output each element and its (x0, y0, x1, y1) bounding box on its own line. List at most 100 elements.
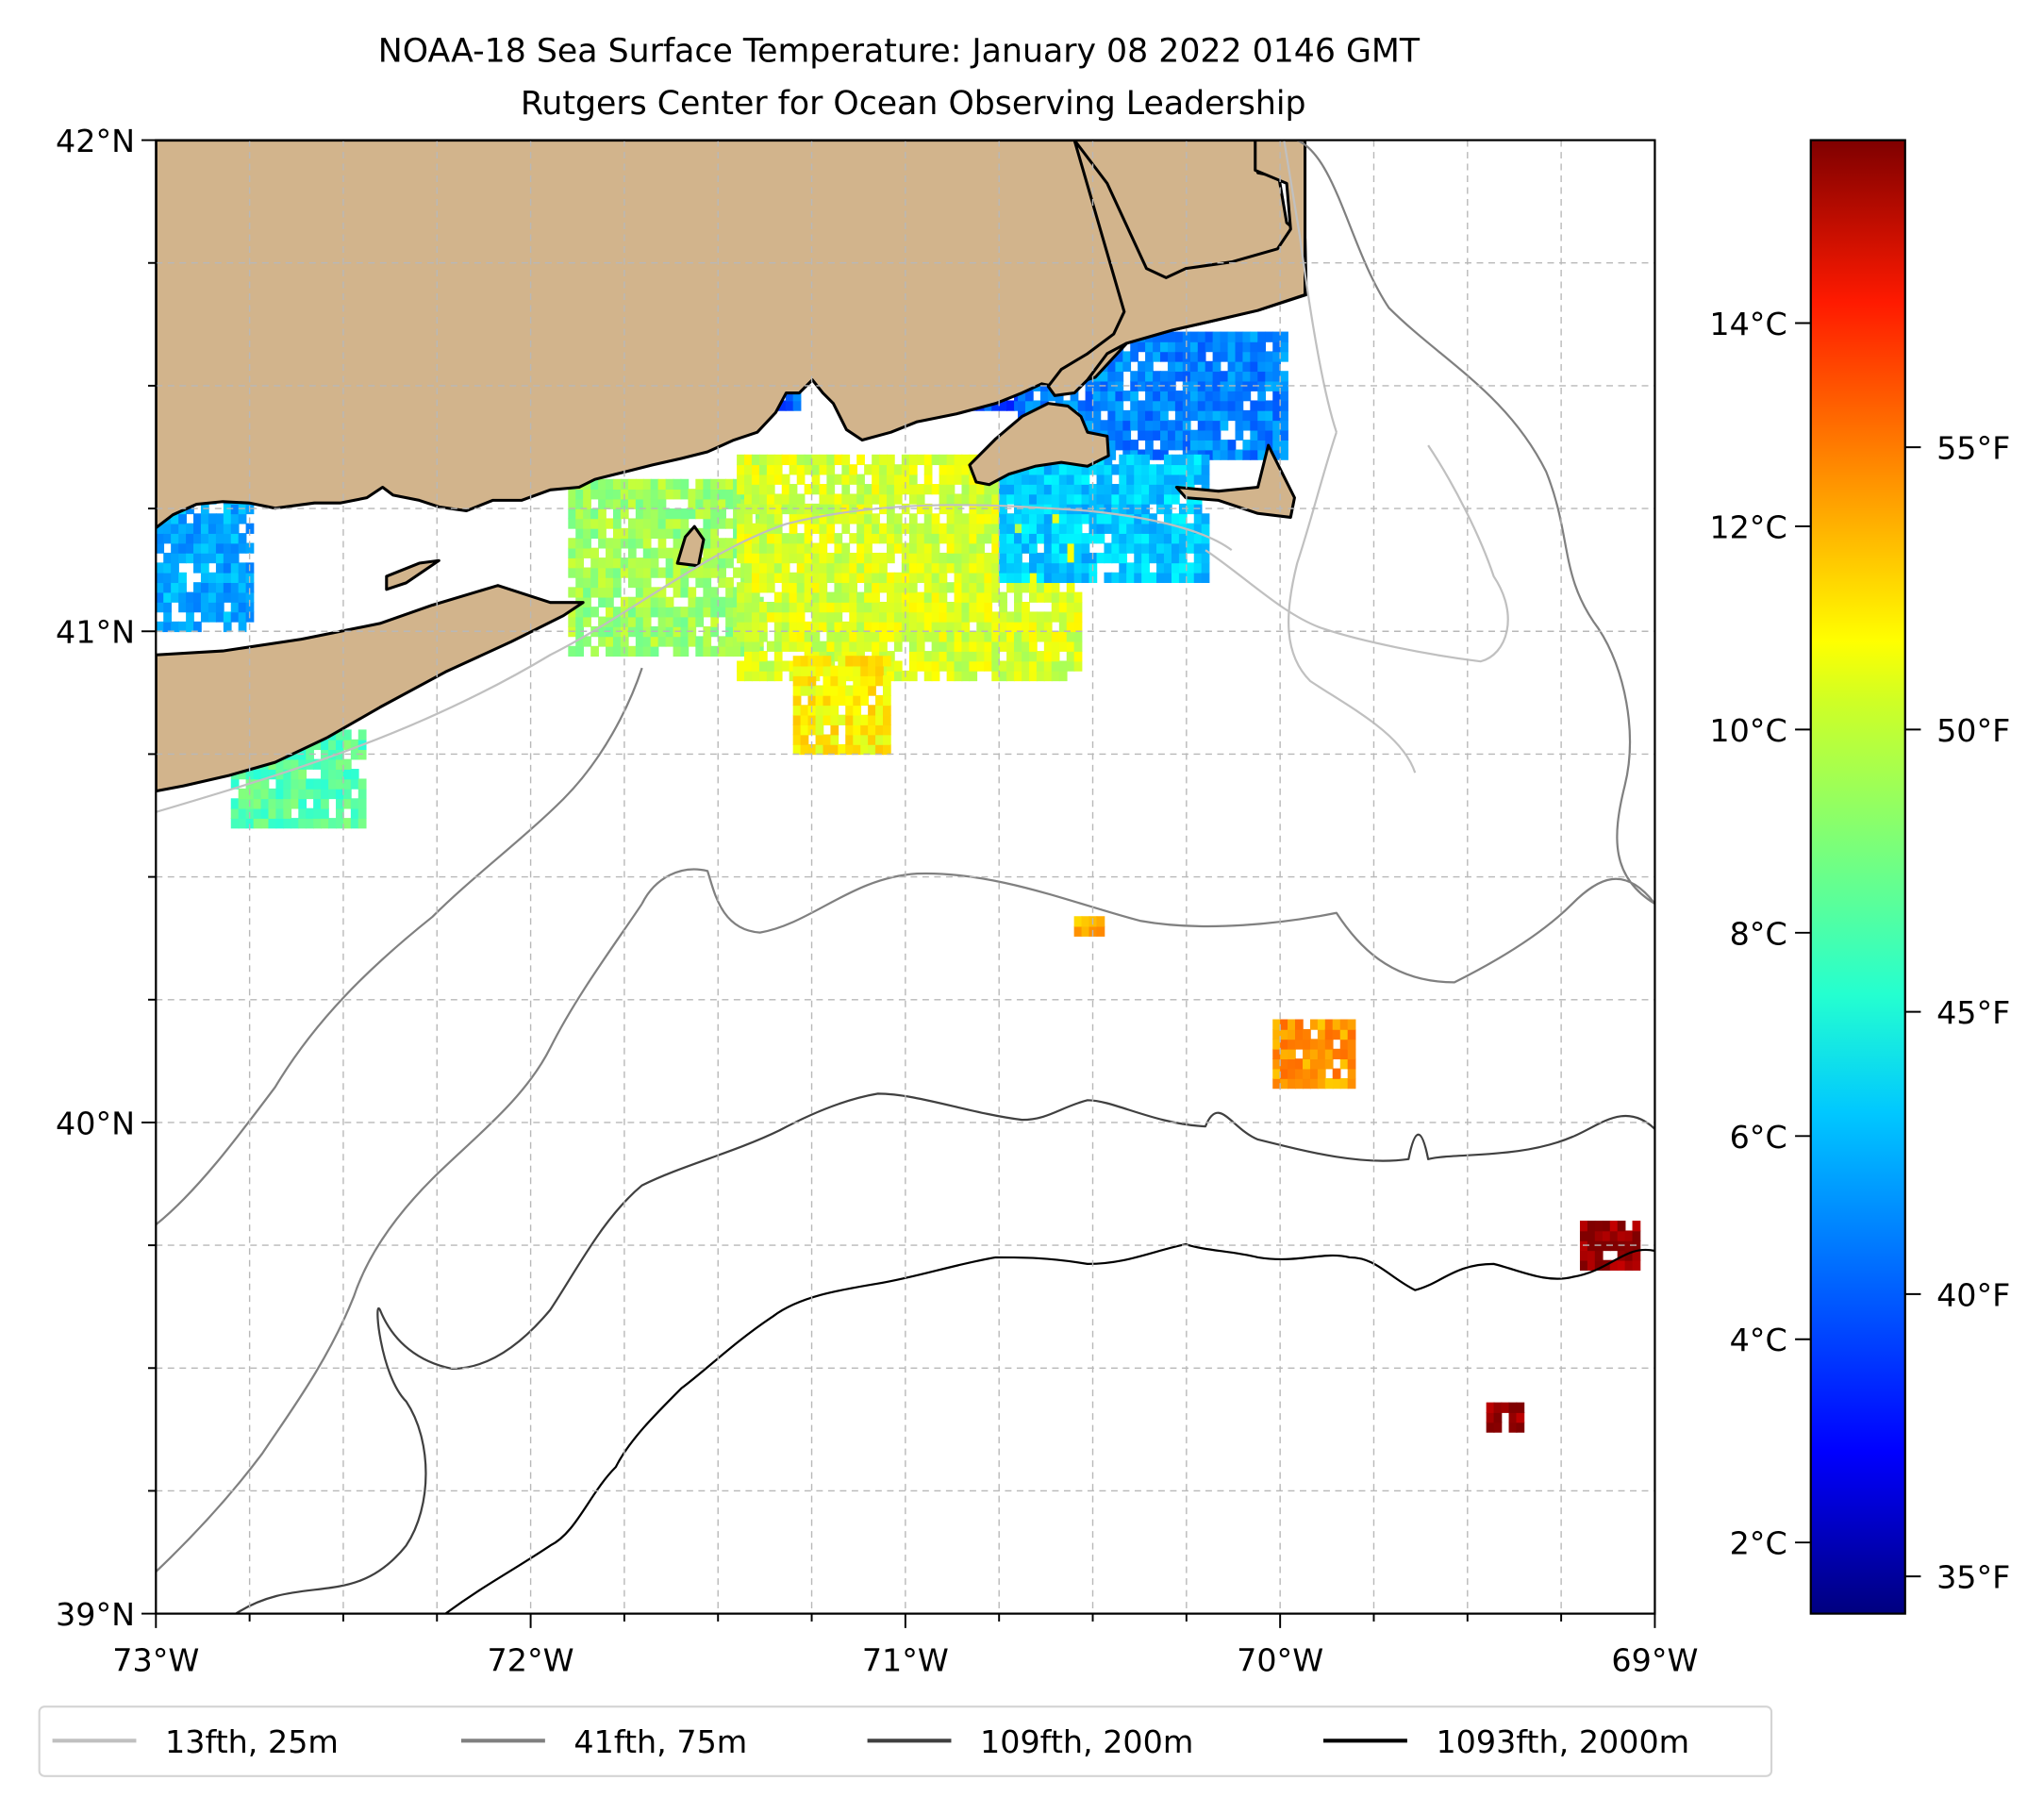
sst-pixel (245, 769, 255, 780)
sst-pixel (961, 641, 971, 652)
sst-pixel (350, 798, 359, 809)
sst-pixel (1092, 400, 1102, 411)
sst-pixel (796, 602, 806, 613)
sst-pixel (796, 454, 806, 466)
sst-pixel (328, 818, 337, 829)
sst-pixel (1134, 464, 1143, 475)
sst-pixel (864, 602, 872, 613)
sst-pixel (1134, 454, 1143, 466)
sst-pixel (1617, 1259, 1626, 1271)
sst-pixel (785, 400, 794, 411)
sst-pixel (1145, 440, 1154, 451)
sst-pixel (1066, 572, 1075, 584)
sst-pixel (789, 493, 798, 505)
sst-pixel (1115, 351, 1124, 362)
sst-pixel (620, 625, 629, 638)
sst-pixel (186, 621, 194, 633)
sst-pixel (744, 631, 753, 642)
sst-pixel (1029, 670, 1038, 682)
sst-pixel (796, 474, 806, 485)
sst-pixel (773, 542, 783, 554)
sst-pixel (872, 562, 880, 574)
sst-pixel (999, 474, 1007, 485)
sst-pixel (864, 562, 872, 574)
sst-pixel (336, 769, 344, 780)
sst-pixel (665, 557, 674, 569)
sst-pixel (635, 567, 644, 578)
sst-pixel (1212, 449, 1221, 460)
sst-pixel (238, 788, 247, 800)
sst-pixel (1186, 503, 1195, 515)
sst-pixel (1115, 429, 1124, 441)
sst-pixel (1134, 474, 1143, 485)
sst-pixel (887, 631, 895, 642)
sst-pixel (781, 582, 790, 593)
sst-pixel (908, 562, 918, 574)
sst-pixel (744, 651, 753, 662)
sst-pixel (811, 582, 821, 593)
sst-pixel (680, 518, 690, 529)
sst-pixel (758, 670, 768, 682)
sst-pixel (1029, 523, 1038, 534)
sst-pixel (1107, 391, 1117, 402)
sst-pixel (939, 641, 948, 652)
sst-pixel (1092, 380, 1102, 391)
sst-pixel (860, 665, 869, 676)
sst-pixel (856, 513, 865, 524)
sst-pixel (999, 542, 1007, 554)
sst-pixel (882, 656, 891, 667)
sst-pixel (758, 474, 768, 485)
sst-pixel (744, 542, 753, 554)
sst-pixel (1280, 371, 1288, 382)
sst-pixel (1220, 351, 1229, 362)
sst-pixel (961, 454, 971, 466)
sst-pixel (1324, 1078, 1334, 1090)
sst-pixel (879, 484, 888, 495)
sst-pixel (215, 542, 224, 554)
sst-pixel (999, 533, 1007, 544)
sst-pixel (781, 562, 790, 574)
sst-pixel (215, 562, 224, 574)
sst-pixel (725, 576, 734, 589)
sst-pixel (208, 523, 217, 534)
sst-pixel (773, 631, 783, 642)
sst-pixel (642, 636, 652, 647)
sst-pixel (635, 508, 644, 520)
sst-pixel (1014, 670, 1022, 682)
sst-pixel (1212, 351, 1221, 362)
sst-pixel (1100, 400, 1109, 411)
sst-pixel (590, 557, 599, 569)
sst-pixel (1272, 1028, 1281, 1040)
sst-pixel (230, 562, 240, 574)
sst-pixel (849, 591, 858, 603)
sst-pixel (804, 621, 813, 633)
sst-pixel (991, 562, 1001, 574)
sst-pixel (298, 798, 307, 809)
sst-pixel (1126, 513, 1135, 524)
sst-pixel (946, 562, 956, 574)
sst-pixel (864, 621, 872, 633)
sst-pixel (1272, 1039, 1281, 1050)
sst-pixel (737, 474, 745, 485)
sst-pixel (680, 625, 690, 638)
sst-pixel (627, 616, 637, 627)
sst-pixel (834, 533, 843, 544)
sst-pixel (1126, 503, 1135, 515)
colorbar-fahrenheit-label: 35°F (1936, 1559, 2010, 1596)
sst-pixel (856, 591, 865, 603)
sst-pixel (156, 591, 165, 603)
sst-pixel (1145, 409, 1154, 422)
sst-pixel (1081, 484, 1090, 495)
sst-pixel (673, 478, 682, 491)
sst-pixel (1167, 331, 1176, 342)
sst-pixel (1126, 454, 1135, 466)
sst-pixel (606, 489, 614, 500)
sst-pixel (841, 562, 851, 574)
sst-pixel (1022, 670, 1030, 682)
sst-pixel (1156, 493, 1165, 505)
sst-pixel (313, 778, 322, 790)
sst-pixel (923, 651, 933, 662)
sst-pixel (781, 631, 790, 642)
sst-pixel (751, 454, 760, 466)
sst-pixel (710, 498, 720, 509)
